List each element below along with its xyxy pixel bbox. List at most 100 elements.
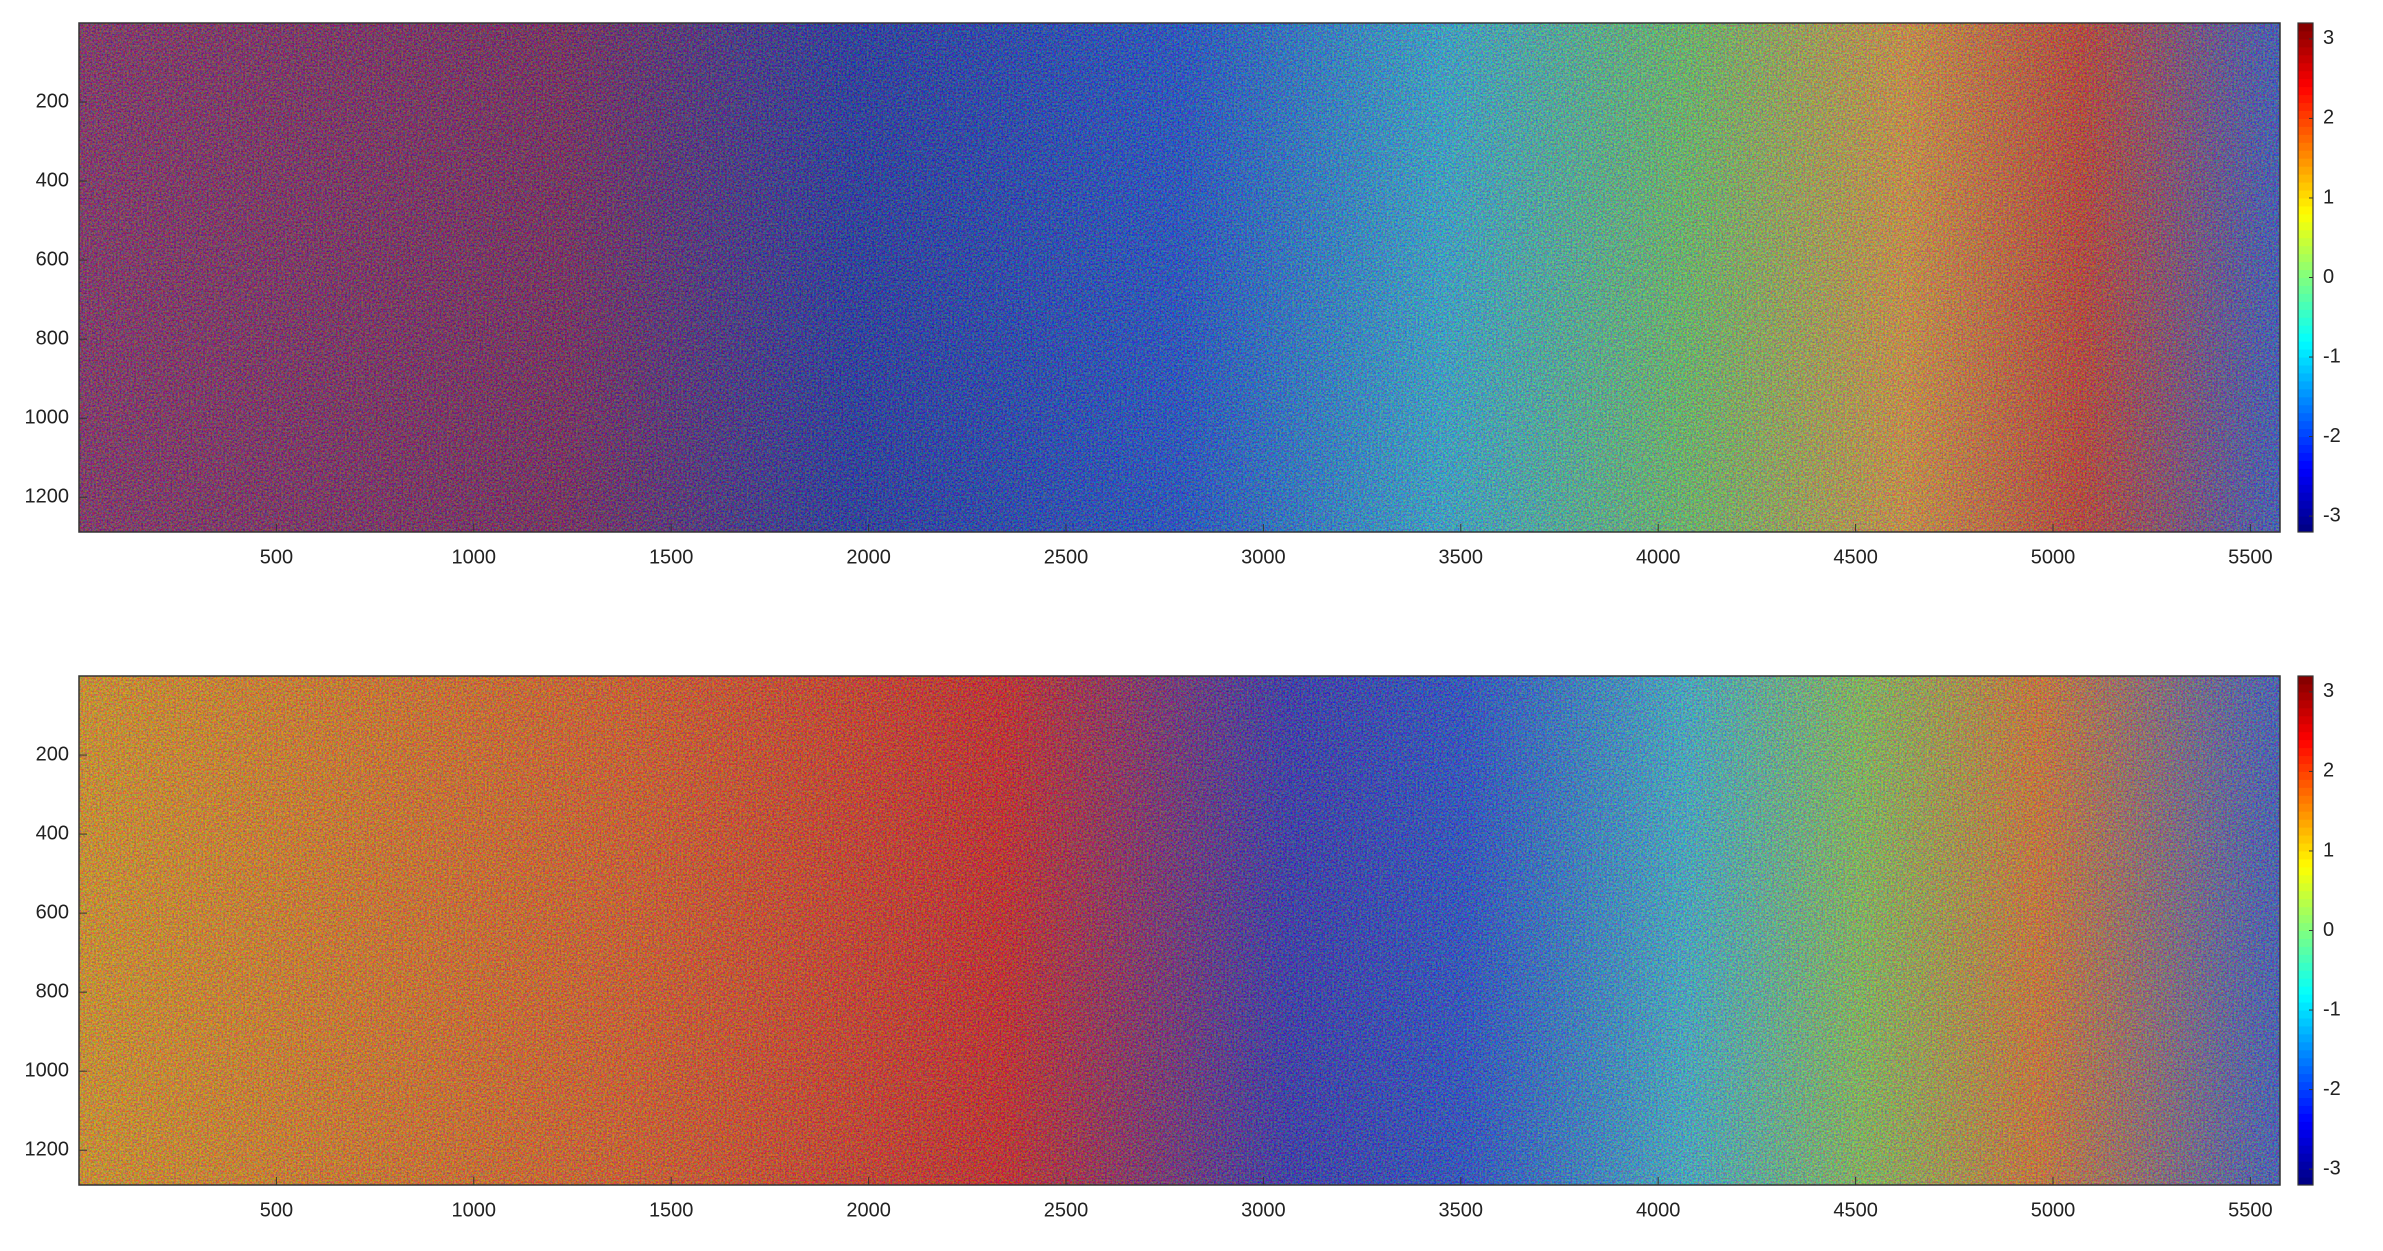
colorbar-step	[2298, 882, 2313, 892]
colorbar-step	[2298, 253, 2313, 263]
colorbar-tick-label: 2	[2323, 107, 2334, 129]
colorbar-step	[2298, 890, 2313, 900]
x-tick-label: 2500	[1044, 546, 1089, 568]
colorbar-step	[2298, 978, 2313, 987]
colorbar-tick-label: -3	[2323, 1157, 2341, 1179]
colorbar-step	[2298, 444, 2313, 453]
axes-frame	[78, 22, 2281, 533]
y-tick-label: 1000	[25, 406, 70, 428]
colorbar-step	[2298, 190, 2313, 199]
x-tick-label: 3500	[1439, 1199, 1484, 1221]
colorbar-tick-label: 2	[2323, 760, 2334, 782]
colorbar-tick-label: 0	[2323, 919, 2334, 941]
colorbar-step	[2298, 468, 2313, 477]
colorbar-step	[2298, 508, 2313, 517]
colorbar-step	[2298, 1049, 2313, 1059]
colorbar-step	[2298, 142, 2313, 151]
y-tick-label: 1200	[25, 486, 70, 508]
colorbar-step	[2298, 62, 2313, 72]
colorbar-tick-label: -2	[2323, 425, 2341, 447]
y-tick-label: 600	[36, 248, 69, 270]
colorbar-step	[2298, 1161, 2313, 1170]
colorbar-step	[2298, 723, 2313, 733]
colorbar-step	[2298, 946, 2313, 955]
colorbar-step	[2298, 994, 2313, 1003]
colorbar-step	[2298, 460, 2313, 469]
colorbar-tick-label: 3	[2323, 680, 2334, 702]
colorbar-step	[2298, 1145, 2313, 1154]
colorbar-step	[2298, 285, 2313, 294]
colorbar-step	[2298, 516, 2313, 525]
colorbar-step	[2298, 843, 2313, 852]
colorbar-step	[2298, 803, 2313, 812]
colorbar-step	[2298, 364, 2313, 374]
colorbar-step	[2298, 118, 2313, 127]
colorbar-step	[2298, 452, 2313, 461]
colorbar-step	[2298, 850, 2313, 860]
colorbar-step	[2298, 1153, 2313, 1162]
colorbar-step	[2298, 1089, 2313, 1099]
colorbar-step	[2298, 930, 2313, 939]
colorbar-tick-label: -3	[2323, 504, 2341, 526]
colorbar-step	[2298, 150, 2313, 159]
colorbar-step	[2298, 38, 2313, 48]
x-tick-label: 3000	[1241, 1199, 1286, 1221]
colorbar-tick-label: 3	[2323, 27, 2334, 49]
y-tick-label: 400	[36, 169, 69, 191]
colorbar-step	[2298, 1137, 2313, 1146]
colorbar-step	[2298, 795, 2313, 804]
colorbar-step	[2298, 1017, 2313, 1027]
x-tick-label: 2500	[1044, 1199, 1089, 1221]
x-tick-label: 4500	[1833, 546, 1878, 568]
colorbar-step	[2298, 197, 2313, 207]
colorbar-step	[2298, 78, 2313, 88]
colorbar-step	[2298, 317, 2313, 326]
colorbar-step	[2298, 819, 2313, 828]
colorbar-step	[2298, 699, 2313, 709]
colorbar-step	[2298, 110, 2313, 119]
colorbar-step	[2298, 261, 2313, 271]
colorbar-step	[2298, 1169, 2313, 1178]
colorbar-step	[2298, 293, 2313, 302]
x-tick-label: 5500	[2228, 1199, 2273, 1221]
colorbar-step	[2298, 1129, 2313, 1138]
colorbar-step	[2298, 70, 2313, 80]
colorbar-tick-label: 0	[2323, 266, 2334, 288]
y-tick-label: 600	[36, 901, 69, 923]
colorbar-step	[2298, 94, 2313, 104]
phase-noise	[79, 23, 2280, 532]
x-tick-label: 2000	[846, 1199, 891, 1221]
colorbar-step	[2298, 492, 2313, 501]
colorbar-step	[2298, 174, 2313, 183]
colorbar-step	[2298, 213, 2313, 223]
x-tick-label: 1500	[649, 546, 694, 568]
phase-noise	[79, 676, 2280, 1185]
x-tick-label: 1000	[452, 546, 497, 568]
y-tick-label: 800	[36, 980, 69, 1002]
colorbar-step	[2298, 1041, 2313, 1051]
colorbar-step	[2298, 1057, 2313, 1067]
colorbar-step	[2298, 388, 2313, 398]
colorbar-step	[2298, 166, 2313, 175]
colorbar-step	[2298, 938, 2313, 947]
colorbar-tick-label: -2	[2323, 1078, 2341, 1100]
colorbar-step	[2298, 866, 2313, 876]
colorbar-step	[2298, 341, 2313, 350]
colorbar-step	[2298, 835, 2313, 844]
x-tick-label: 5000	[2031, 546, 2076, 568]
x-tick-label: 2000	[846, 546, 891, 568]
colorbar-step	[2298, 46, 2313, 56]
colorbar-step	[2298, 771, 2313, 780]
colorbar-step	[2298, 1105, 2313, 1114]
colorbar-step	[2298, 787, 2313, 796]
x-tick-label: 500	[260, 1199, 293, 1221]
colorbar-step	[2298, 54, 2313, 64]
x-tick-label: 4500	[1833, 1199, 1878, 1221]
colorbar-step	[2298, 779, 2313, 788]
colorbar-step	[2298, 357, 2313, 366]
colorbar-step	[2298, 906, 2313, 916]
colorbar-step	[2298, 301, 2313, 310]
colorbar-step	[2298, 914, 2313, 924]
colorbar-step	[2298, 325, 2313, 334]
colorbar-step	[2298, 954, 2313, 963]
